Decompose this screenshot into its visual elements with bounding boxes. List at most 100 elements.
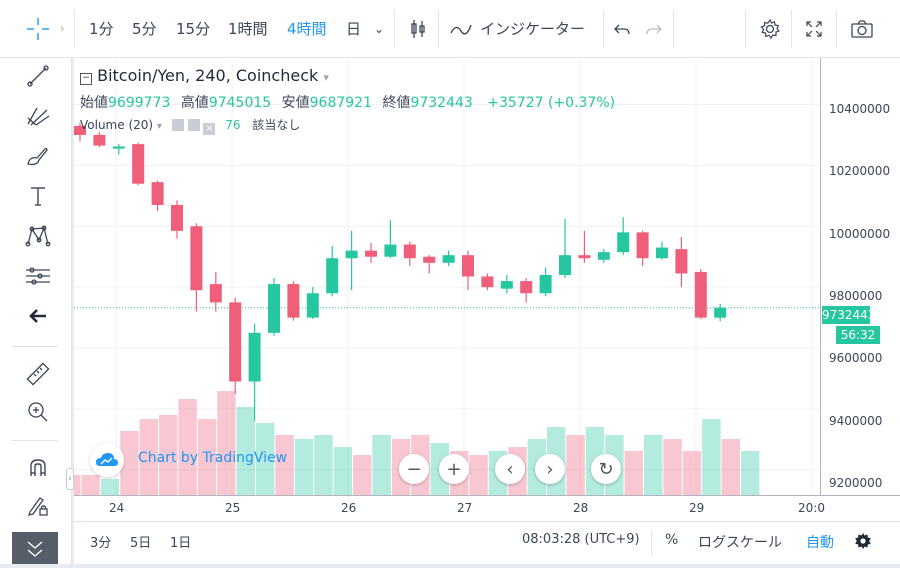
interval-day[interactable]: 日 [346,20,362,38]
settings-small-icon[interactable] [187,119,200,131]
undo-icon[interactable] [608,15,636,43]
current-price-label: 9732443 [822,306,876,324]
collapse-toolbar-chevron-icon[interactable]: ‹ [66,468,74,490]
arrow-left-icon[interactable] [18,298,58,334]
collapse-legend-icon[interactable]: − [80,73,92,85]
time-tick: 26 [341,501,357,515]
candle-body [559,255,571,275]
zoom-out-button[interactable]: − [399,454,429,484]
range-5d[interactable]: 5日 [130,536,152,551]
trend-line-icon[interactable] [18,58,58,94]
indicator-wave-icon[interactable] [447,15,475,43]
candle-body [714,307,727,318]
low-label: 安値 [281,95,310,111]
divider [745,10,746,48]
top-toolbar: › 1分 5分 15分 1時間 4時間 日 ⌄ インジケーター [0,0,900,58]
text-tool-icon[interactable] [18,178,58,214]
scroll-right-button[interactable]: › [535,454,565,484]
candles-icon[interactable] [404,15,432,43]
clock-display[interactable]: 08:03:28 (UTC+9) [522,532,640,547]
legend-title-row: − Bitcoin/Yen, 240, Coincheck ▾ [80,66,329,85]
interval-1h[interactable]: 1時間 [228,20,268,38]
pattern-xabcd-icon[interactable] [18,218,58,254]
eye-icon[interactable] [171,119,184,131]
forecast-icon[interactable] [18,258,58,294]
candle-body [268,284,280,333]
open-value: 9699773 [108,95,171,111]
range-3m[interactable]: 3分 [90,536,112,551]
volume-bar [721,439,740,495]
redo-icon[interactable] [640,15,668,43]
candle-body [287,284,300,318]
range-1d[interactable]: 1日 [170,536,192,551]
volume-bar [159,415,178,495]
interval-1m[interactable]: 1分 [89,20,114,38]
price-axis[interactable] [820,58,900,495]
indicators-button[interactable]: インジケーター [480,20,586,38]
candle-body [171,204,183,231]
price-tick: 9800000 [829,289,883,303]
candle-body [481,276,494,288]
tradingview-cloud-icon[interactable] [90,443,124,477]
camera-snapshot-icon[interactable] [848,15,876,43]
watermark-link[interactable]: Chart by TradingView [138,450,288,466]
volume-bar [682,451,702,495]
close-label: 終値 [382,95,411,111]
scroll-left-button[interactable]: ‹ [495,454,525,484]
fullscreen-icon[interactable] [800,15,828,43]
chart-settings-gear-icon[interactable] [854,532,872,550]
crosshair-icon[interactable] [24,15,52,43]
divider [438,10,439,48]
candle-body [248,332,261,382]
remove-icon[interactable]: × [203,123,216,135]
zoom-in-button[interactable]: + [439,454,469,484]
volume-bar [217,391,236,495]
interval-15m[interactable]: 15分 [176,20,211,38]
chevron-right-icon[interactable]: › [60,22,65,35]
candle-body [229,302,242,382]
candle-body [112,146,125,149]
volume-bar [663,439,682,495]
volume-bar [178,399,197,495]
volume-value: 76 [225,118,241,132]
candle-body [423,256,436,263]
symbol-title[interactable]: Bitcoin/Yen, 240, Coincheck [97,66,319,85]
reset-chart-icon[interactable]: ↻ [591,454,621,484]
divider [12,440,58,441]
candle-body [345,250,358,259]
interval-dropdown-chevron-icon[interactable]: ⌄ [374,22,385,36]
settings-gear-icon[interactable] [756,15,784,43]
ruler-icon[interactable] [18,356,58,392]
volume-note: 該当なし [252,118,301,132]
time-axis[interactable] [74,495,900,521]
candle-body [694,271,707,318]
zoom-in-icon[interactable] [18,394,58,430]
chart-pane[interactable]: − Bitcoin/Yen, 240, Coincheck ▾ 始値969977… [74,58,820,495]
divider [394,10,395,48]
magnet-icon[interactable] [18,450,58,486]
hide-drawings-button[interactable] [12,532,58,564]
auto-scale-toggle[interactable]: 自動 [806,535,834,551]
interval-5m[interactable]: 5分 [132,20,157,38]
candle-body [384,244,397,257]
volume-bar [236,407,255,495]
percent-scale-toggle[interactable]: % [665,532,679,548]
candle-body [151,182,164,205]
brush-icon[interactable] [18,138,58,174]
volume-label[interactable]: Volume (20) [80,118,154,132]
time-tick: 20:0 [798,501,825,515]
volume-dropdown-icon[interactable]: ▾ [156,121,162,132]
candle-body [617,232,630,253]
candlestick-chart[interactable] [74,58,820,495]
candle-body [500,281,513,289]
volume-bar [275,435,294,495]
lock-drawing-icon[interactable] [18,488,58,524]
ohlc-row: 始値9699773 高値9745015 安値9687921 終値9732443 … [80,92,615,112]
price-tick: 9600000 [829,351,883,365]
candle-body [306,293,319,318]
pitchfork-icon[interactable] [18,98,58,134]
low-value: 9687921 [309,95,372,111]
interval-4h[interactable]: 4時間 [287,20,327,38]
symbol-dropdown-icon[interactable]: ▾ [323,71,329,84]
log-scale-toggle[interactable]: ログスケール [698,535,782,551]
